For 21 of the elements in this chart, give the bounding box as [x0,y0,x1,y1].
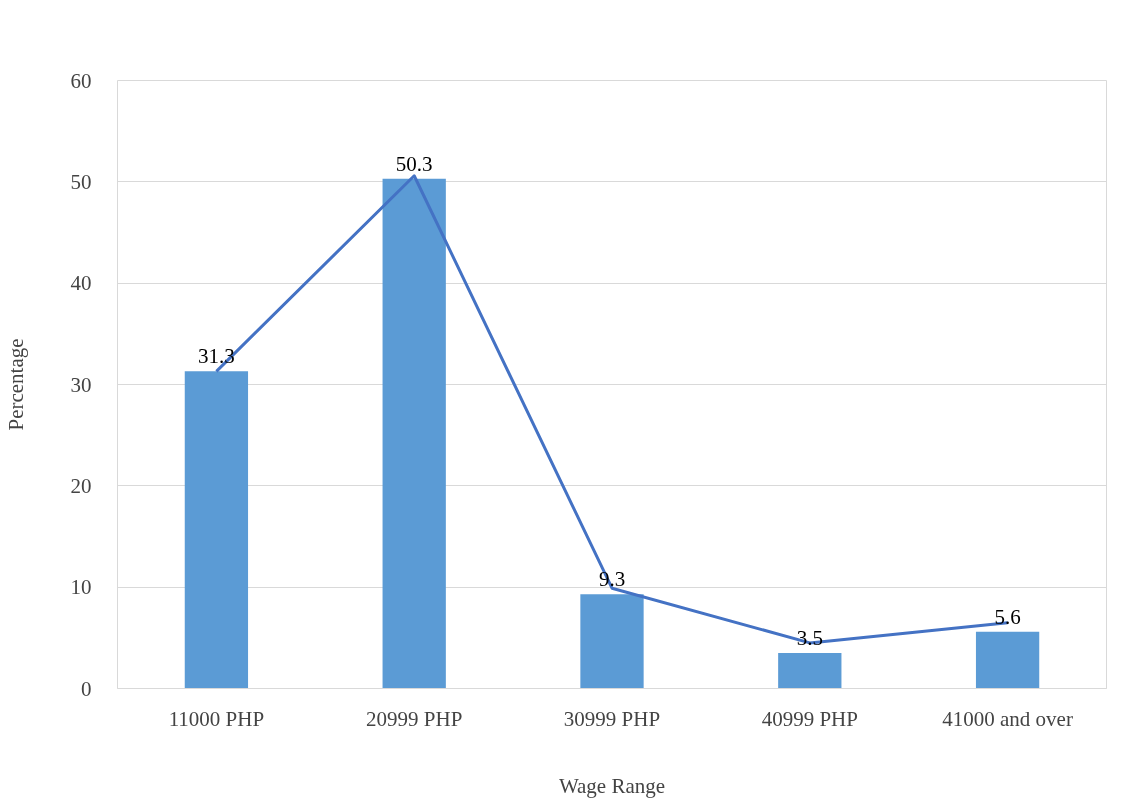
data-label: 5.6 [994,604,1021,629]
x-tick-label: 20999 PHP [366,706,463,731]
x-axis-title: Wage Range [558,773,666,798]
x-tick-label: 11000 PHP [168,706,265,731]
bar [975,631,1040,689]
x-tick-label: 40999 PHP [761,706,858,731]
bar [580,594,644,689]
y-tick-label: 30 [70,372,92,397]
bar [778,653,842,689]
x-tick-label: 30999 PHP [563,706,661,731]
y-tick-label: 20 [70,473,92,498]
bar [382,178,446,689]
x-tick-label: 41000 and over [942,706,1073,731]
data-label: 50.3 [395,151,433,176]
y-tick-label: 0 [81,676,92,701]
y-tick-label: 10 [70,575,92,600]
y-tick-label: 40 [70,271,92,296]
y-tick-label: 50 [70,169,92,194]
y-tick-label: 60 [70,68,92,93]
y-axis-title: Percentage [3,338,28,431]
bar [184,371,249,689]
